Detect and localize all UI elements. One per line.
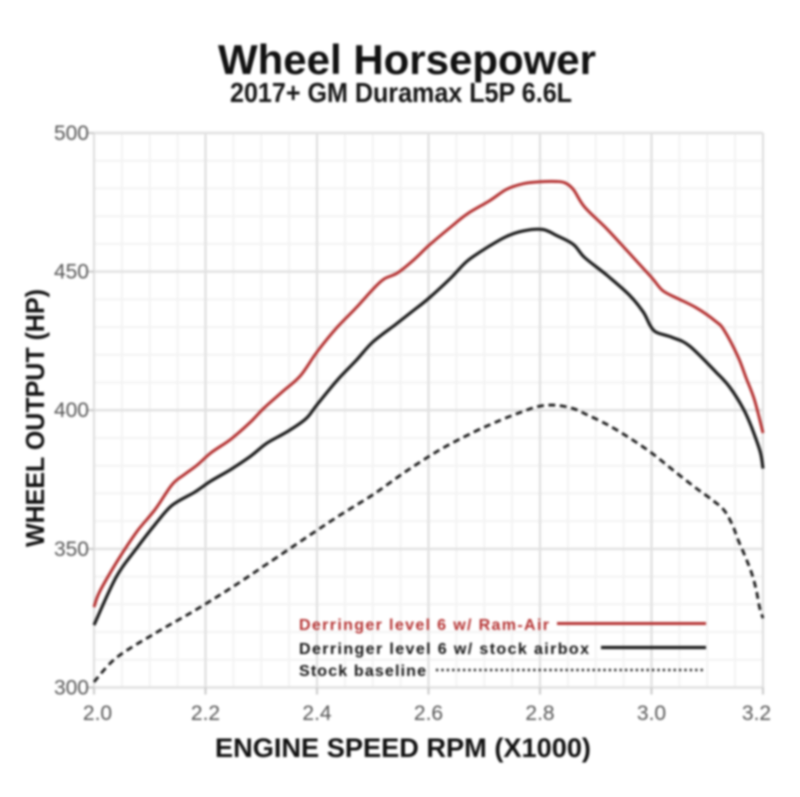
svg-text:2.2: 2.2	[191, 702, 220, 725]
svg-text:400: 400	[54, 399, 89, 422]
svg-text:300: 300	[54, 677, 89, 700]
svg-text:3.2: 3.2	[742, 702, 771, 725]
svg-text:2.6: 2.6	[414, 702, 443, 725]
svg-text:Stock baseline: Stock baseline	[299, 663, 426, 680]
svg-text:2017+ GM Duramax L5P 6.6L: 2017+ GM Duramax L5P 6.6L	[230, 77, 572, 108]
svg-text:2.0: 2.0	[83, 702, 112, 725]
svg-text:350: 350	[54, 538, 89, 561]
svg-text:2.4: 2.4	[302, 702, 332, 725]
svg-text:WHEEL OUTPUT (HP): WHEEL OUTPUT (HP)	[20, 289, 50, 547]
svg-text:Derringer level 6 w/ stock air: Derringer level 6 w/ stock airbox	[299, 641, 589, 658]
svg-text:500: 500	[54, 122, 89, 145]
svg-text:Derringer level 6 w/ Ram-Air: Derringer level 6 w/ Ram-Air	[299, 617, 549, 634]
svg-text:ENGINE SPEED RPM (X1000): ENGINE SPEED RPM (X1000)	[215, 733, 591, 763]
svg-text:2.8: 2.8	[525, 702, 554, 725]
svg-text:3.0: 3.0	[637, 702, 666, 725]
svg-text:450: 450	[54, 261, 89, 284]
svg-text:Wheel Horsepower: Wheel Horsepower	[218, 36, 596, 83]
